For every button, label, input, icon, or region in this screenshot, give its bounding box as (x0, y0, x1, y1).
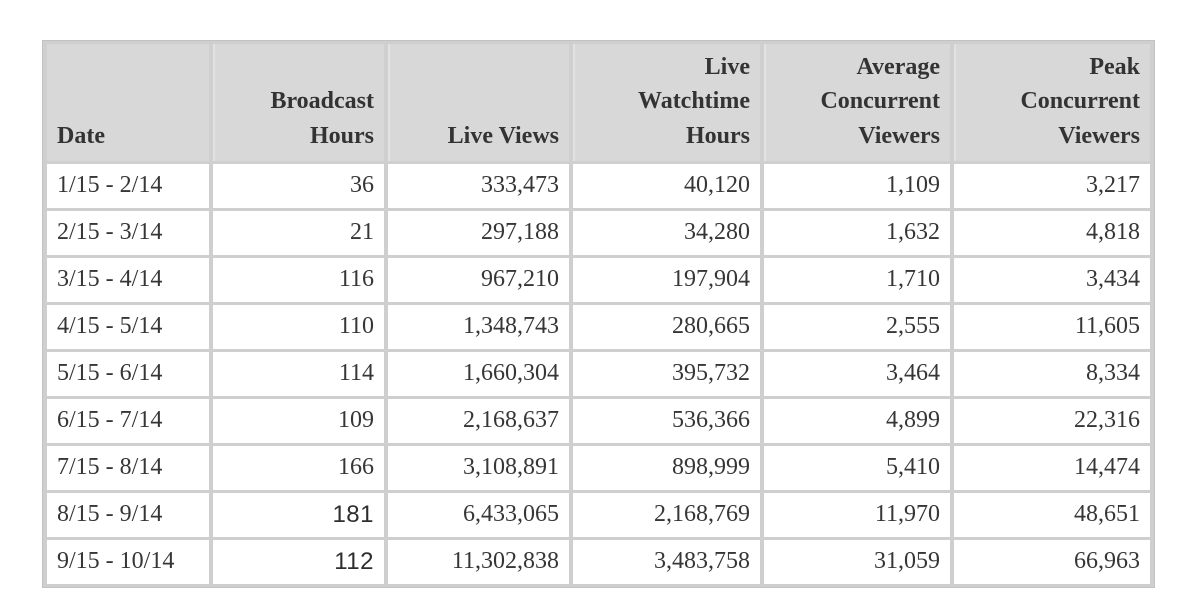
cell-average-concurrent-viewers: 11,970 (764, 492, 950, 537)
header-row: Date Broadcast Hours Live Views Live Watcht… (47, 44, 1150, 161)
cell-live-watchtime-hours: 536,366 (573, 398, 760, 443)
cell-average-concurrent-viewers: 1,710 (764, 257, 950, 302)
monthly-live-stats-table-container: Date Broadcast Hours Live Views Live Watcht… (42, 40, 1155, 588)
table-row: 4/15 - 5/14 110 1,348,743 280,665 2,555 11,60… (47, 304, 1150, 349)
cell-average-concurrent-viewers: 31,059 (764, 539, 950, 584)
cell-broadcast-hours: 166 (213, 445, 384, 490)
cell-date: 9/15 - 10/14 (47, 539, 209, 584)
cell-peak-concurrent-viewers: 3,217 (954, 163, 1150, 208)
cell-average-concurrent-viewers: 1,109 (764, 163, 950, 208)
cell-live-views: 1,660,304 (388, 351, 569, 396)
cell-broadcast-hours: 36 (213, 163, 384, 208)
table-header: Date Broadcast Hours Live Views Live Watcht… (47, 44, 1150, 161)
cell-peak-concurrent-viewers: 66,963 (954, 539, 1150, 584)
cell-date: 4/15 - 5/14 (47, 304, 209, 349)
cell-average-concurrent-viewers: 2,555 (764, 304, 950, 349)
cell-average-concurrent-viewers: 4,899 (764, 398, 950, 443)
cell-live-watchtime-hours: 395,732 (573, 351, 760, 396)
cell-live-watchtime-hours: 40,120 (573, 163, 760, 208)
cell-average-concurrent-viewers: 1,632 (764, 210, 950, 255)
cell-live-views: 3,108,891 (388, 445, 569, 490)
cell-date: 5/15 - 6/14 (47, 351, 209, 396)
cell-date: 2/15 - 3/14 (47, 210, 209, 255)
cell-live-views: 6,433,065 (388, 492, 569, 537)
cell-date: 1/15 - 2/14 (47, 163, 209, 208)
column-header-broadcast-hours: Broadcast Hours (213, 44, 384, 161)
cell-live-watchtime-hours: 34,280 (573, 210, 760, 255)
column-header-live-views: Live Views (388, 44, 569, 161)
cell-peak-concurrent-viewers: 3,434 (954, 257, 1150, 302)
column-header-live-watchtime-hours: Live Watchtime Hours (573, 44, 760, 161)
cell-peak-concurrent-viewers: 14,474 (954, 445, 1150, 490)
cell-live-watchtime-hours: 2,168,769 (573, 492, 760, 537)
cell-peak-concurrent-viewers: 22,316 (954, 398, 1150, 443)
column-header-date: Date (47, 44, 209, 161)
cell-peak-concurrent-viewers: 11,605 (954, 304, 1150, 349)
cell-live-views: 11,302,838 (388, 539, 569, 584)
cell-date: 6/15 - 7/14 (47, 398, 209, 443)
table-row: 7/15 - 8/14 166 3,108,891 898,999 5,410 14,47… (47, 445, 1150, 490)
table-row: 5/15 - 6/14 114 1,660,304 395,732 3,464 8,334 (47, 351, 1150, 396)
table-row: 1/15 - 2/14 36 333,473 40,120 1,109 3,217 (47, 163, 1150, 208)
table-row: 9/15 - 10/14 112 11,302,838 3,483,758 31,059… (47, 539, 1150, 584)
table-row: 6/15 - 7/14 109 2,168,637 536,366 4,899 22,31… (47, 398, 1150, 443)
cell-live-watchtime-hours: 898,999 (573, 445, 760, 490)
cell-live-views: 333,473 (388, 163, 569, 208)
cell-date: 3/15 - 4/14 (47, 257, 209, 302)
cell-date: 7/15 - 8/14 (47, 445, 209, 490)
cell-peak-concurrent-viewers: 4,818 (954, 210, 1150, 255)
cell-live-watchtime-hours: 197,904 (573, 257, 760, 302)
cell-average-concurrent-viewers: 3,464 (764, 351, 950, 396)
column-header-average-concurrent-viewers: Average Concurrent Viewers (764, 44, 950, 161)
cell-live-views: 2,168,637 (388, 398, 569, 443)
cell-broadcast-hours: 112 (213, 539, 384, 584)
cell-live-watchtime-hours: 280,665 (573, 304, 760, 349)
cell-broadcast-hours: 110 (213, 304, 384, 349)
cell-broadcast-hours: 109 (213, 398, 384, 443)
cell-live-views: 967,210 (388, 257, 569, 302)
table-row: 2/15 - 3/14 21 297,188 34,280 1,632 4,818 (47, 210, 1150, 255)
cell-average-concurrent-viewers: 5,410 (764, 445, 950, 490)
cell-live-views: 297,188 (388, 210, 569, 255)
cell-live-views: 1,348,743 (388, 304, 569, 349)
cell-peak-concurrent-viewers: 48,651 (954, 492, 1150, 537)
column-header-peak-concurrent-viewers: Peak Concurrent Viewers (954, 44, 1150, 161)
cell-broadcast-hours: 114 (213, 351, 384, 396)
table-body: 1/15 - 2/14 36 333,473 40,120 1,109 3,217 2/15… (47, 163, 1150, 584)
cell-live-watchtime-hours: 3,483,758 (573, 539, 760, 584)
cell-broadcast-hours: 116 (213, 257, 384, 302)
cell-peak-concurrent-viewers: 8,334 (954, 351, 1150, 396)
cell-date: 8/15 - 9/14 (47, 492, 209, 537)
cell-broadcast-hours: 181 (213, 492, 384, 537)
table-row: 3/15 - 4/14 116 967,210 197,904 1,710 3,434 (47, 257, 1150, 302)
table-row: 8/15 - 9/14 181 6,433,065 2,168,769 11,970 48… (47, 492, 1150, 537)
monthly-live-stats-table: Date Broadcast Hours Live Views Live Watcht… (42, 40, 1155, 588)
cell-broadcast-hours: 21 (213, 210, 384, 255)
